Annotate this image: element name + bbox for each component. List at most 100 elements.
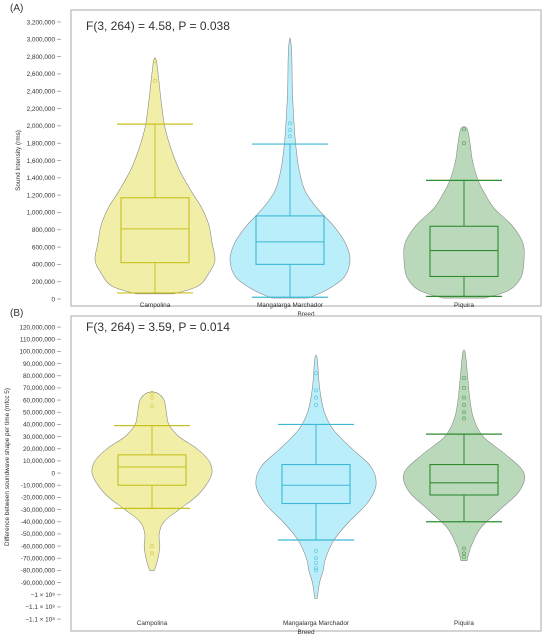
y-tick-label: -30,000,000 [21,507,56,514]
outlier-point [153,78,157,83]
outlier-point [462,127,466,132]
outlier-point [462,546,466,551]
y-axis-label: Difference between soundwave shape per t… [4,388,11,546]
outlier-point [150,395,154,400]
x-axis-label: Breed [297,629,314,636]
outlier-point [462,386,466,390]
outlier-point [314,568,318,573]
y-tick-label: 110,000,000 [20,337,56,344]
outlier-point [462,410,466,415]
y-tick-label: -70,000,000 [21,556,56,563]
x-category-label: Mangalarga Marchador [257,302,324,309]
y-tick-label: 1,800,000 [27,140,56,147]
plot-frame [70,9,542,307]
y-tick-label: -20,000,000 [21,495,56,502]
outlier-point [150,544,154,548]
y-tick-label: 1,200,000 [27,192,56,199]
outlier-point [462,416,466,421]
iqr-box [255,215,325,265]
y-tick-label: 90,000,000 [23,361,55,368]
outlier-point [314,371,318,376]
violin-group: Piquira [402,349,526,627]
y-tick-label: −1 × 10⁸ [31,592,56,599]
y-tick-label: 800,000 [32,227,56,234]
y-tick-label: 600,000 [32,244,56,251]
x-category-label: Campolina [137,620,168,627]
y-tick-label: -50,000,000 [21,531,56,538]
y-tick-label: 2,000,000 [27,123,56,130]
iqr-box [429,225,499,278]
y-tick-label: 100,000,000 [19,349,55,356]
outlier-point [314,561,318,566]
y-tick-label: -80,000,000 [21,568,56,575]
outlier-point [314,556,318,561]
y-tick-label: 3,200,000 [27,19,56,26]
y-tick-label: 2,800,000 [27,54,56,61]
y-tick-label: 200,000 [32,279,56,286]
y-tick-label: 1,000,000 [27,210,56,217]
y-tick-label: 2,600,000 [27,71,56,78]
panel-label: (B) [10,308,23,319]
outlier-point [150,551,154,556]
y-tick-label: -90,000,000 [21,580,56,587]
x-category-label: Piquira [454,620,474,627]
y-tick-label: 1,600,000 [27,158,56,165]
panel-label: (A) [10,3,23,14]
violin-group: Mangalarga Marchador [229,37,351,309]
violin-group: Campolina [94,57,216,309]
outlier-point [288,121,292,126]
iqr-box [281,464,351,505]
panel-a: (A) F(3, 264) = 4.58, P = 0.038 0 200,000 40… [10,3,542,318]
iqr-box [117,454,187,486]
y-tick-label: 400,000 [32,262,56,269]
y-tick-label: 80,000,000 [23,373,55,380]
outlier-point [314,403,318,407]
outlier-point [314,388,318,393]
y-tick-label: -40,000,000 [21,519,56,526]
y-tick-label: 70,000,000 [23,385,55,392]
y-tick-label: 2,200,000 [27,106,56,113]
outlier-point [153,59,157,63]
x-category-label: Piquira [454,302,474,309]
y-tick-label: 1,400,000 [27,175,56,182]
outlier-point [150,390,154,395]
violin-group: Mangalarga Marchador [255,354,377,627]
violin-body [91,391,213,571]
violin-group: Piquira [403,126,525,309]
violin-body [255,354,377,599]
y-tick-label: 2,400,000 [27,89,56,96]
y-tick-label: 60,000,000 [23,397,55,404]
x-axis-label: Breed [297,311,314,318]
outlier-point [288,134,292,139]
x-category-label: Campolina [140,302,171,309]
stat-annotation: F(3, 264) = 4.58, P = 0.038 [86,19,230,33]
outlier-point [314,395,318,400]
y-tick-label: 30,000,000 [23,434,55,441]
x-category-label: Mangalarga Marchador [283,620,350,627]
stat-annotation: F(3, 264) = 3.59, P = 0.014 [86,320,230,334]
y-tick-label: 120,000,000 [19,324,55,331]
y-tick-label: -60,000,000 [21,543,56,550]
y-tick-label: 50,000,000 [23,410,55,417]
outlier-point [462,141,466,146]
panel-b: (B) F(3, 264) = 3.59, P = 0.014 120,000,00… [4,308,542,636]
y-tick-label: 40,000,000 [23,422,55,429]
y-tick-label: 0 [51,470,55,477]
outlier-point [462,376,466,381]
iqr-box [429,464,499,496]
violin-group: Campolina [91,390,213,627]
y-tick-label: 0 [51,296,55,303]
outlier-point [462,403,466,407]
outlier-point [462,551,466,556]
outlier-point [288,128,292,133]
plot-frame [70,315,542,632]
y-tick-label: 20,000,000 [23,446,55,453]
outlier-point [314,566,318,570]
y-tick-label: 10,000,000 [23,458,55,465]
y-tick-label: 3,000,000 [27,37,56,44]
outlier-point [462,555,466,559]
iqr-box [120,197,190,264]
y-tick-label: −1.1 × 10⁸ [25,604,55,611]
y-tick-label: -10,000,000 [21,483,56,490]
